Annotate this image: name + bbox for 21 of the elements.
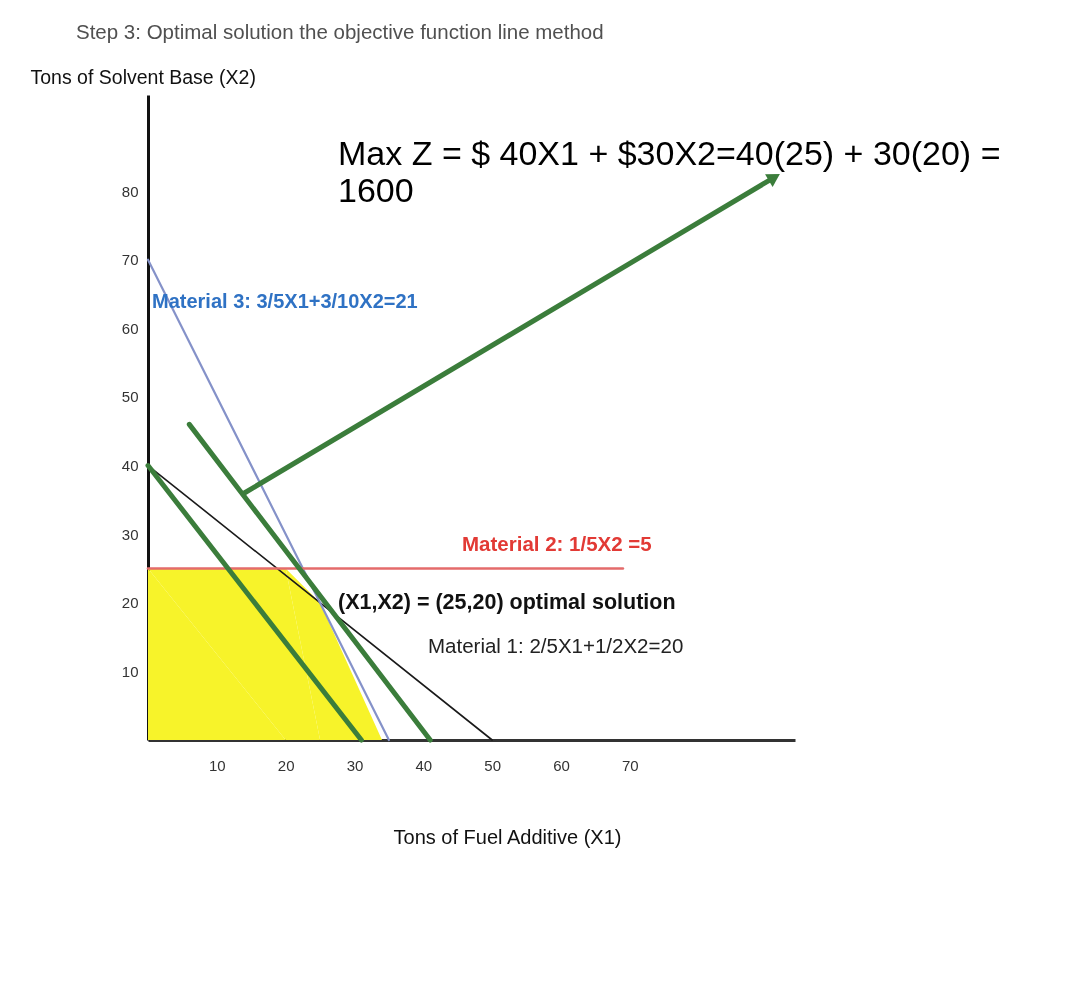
x-tick-label: 60 [553, 756, 570, 774]
x-tick-label: 20 [277, 756, 295, 774]
y-tick-label: 10 [121, 662, 139, 680]
annotation: Material 2: 1/5X2 =5 [462, 532, 652, 555]
x-tick-label: 70 [621, 756, 639, 774]
y-axis-title: Tons of Solvent Base (X2) [30, 65, 256, 88]
x-tick-label: 30 [346, 756, 364, 774]
y-tick-label: 80 [121, 182, 139, 200]
annotation: Material 1: 2/5X1+1/2X2=20 [428, 634, 684, 657]
x-tick-label: 50 [484, 756, 501, 774]
y-tick-label: 30 [121, 525, 139, 543]
x-tick-label: 40 [415, 756, 433, 774]
y-tick-label: 60 [121, 319, 139, 337]
y-tick-label: 50 [121, 388, 139, 406]
x-axis-title: Tons of Fuel Additive (X1) [393, 825, 622, 848]
y-tick-label: 70 [121, 251, 139, 269]
y-tick-label: 20 [121, 594, 139, 612]
y-tick-label: 40 [121, 457, 139, 475]
chart-title: Step 3: Optimal solution the objective function line method [76, 19, 604, 43]
annotation: (X1,X2) = (25,20) optimal solution [338, 589, 676, 614]
x-tick-label: 10 [208, 756, 226, 774]
